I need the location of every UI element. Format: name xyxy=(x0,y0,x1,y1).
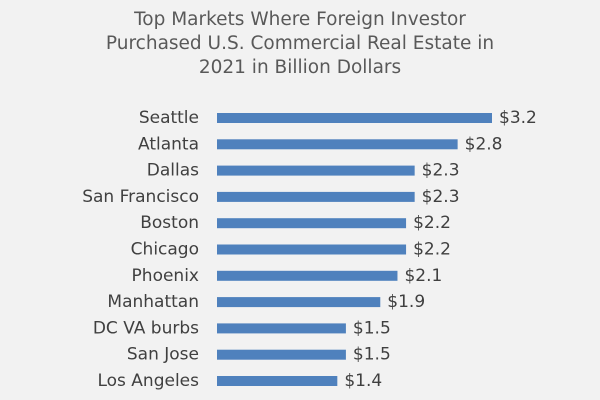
bar xyxy=(217,165,415,176)
data-label: $1.5 xyxy=(353,345,391,365)
category-label: DC VA burbs xyxy=(93,318,199,338)
category-label: Dallas xyxy=(147,161,199,181)
category-label: Chicago xyxy=(131,240,199,260)
data-label: $2.3 xyxy=(422,187,460,207)
category-label: Seattle xyxy=(139,108,199,128)
chart-title-line: Purchased U.S. Commercial Real Estate in xyxy=(105,33,495,54)
data-label: $1.9 xyxy=(387,292,425,312)
category-label: Manhattan xyxy=(107,292,199,312)
data-label: $1.4 xyxy=(344,371,382,391)
category-label: Boston xyxy=(140,213,199,233)
data-label: $2.8 xyxy=(465,134,503,154)
bar xyxy=(217,244,407,255)
data-label: $3.2 xyxy=(499,108,537,128)
data-label: $2.3 xyxy=(422,161,460,181)
data-label: $1.5 xyxy=(353,318,391,338)
data-label: $2.1 xyxy=(404,266,442,286)
bar xyxy=(217,349,346,360)
category-label: San Francisco xyxy=(82,187,199,207)
category-label: Atlanta xyxy=(138,134,199,154)
category-label: San Jose xyxy=(127,345,199,365)
chart-title-line: 2021 in Billion Dollars xyxy=(198,57,402,78)
bar xyxy=(217,376,338,386)
data-label: $2.2 xyxy=(413,240,451,260)
bar xyxy=(217,113,492,123)
chart-title-line: Top Markets Where Foreign Investor xyxy=(134,9,466,30)
data-label: $2.2 xyxy=(413,213,451,233)
bar xyxy=(217,270,398,281)
bar xyxy=(217,297,381,308)
bar xyxy=(217,191,415,202)
bar xyxy=(217,139,458,150)
category-label: Phoenix xyxy=(132,266,199,286)
category-label: Los Angeles xyxy=(97,371,199,391)
bar xyxy=(217,218,407,229)
bar xyxy=(217,323,346,334)
chart-title: Top Markets Where Foreign Investor Purch… xyxy=(40,8,560,80)
